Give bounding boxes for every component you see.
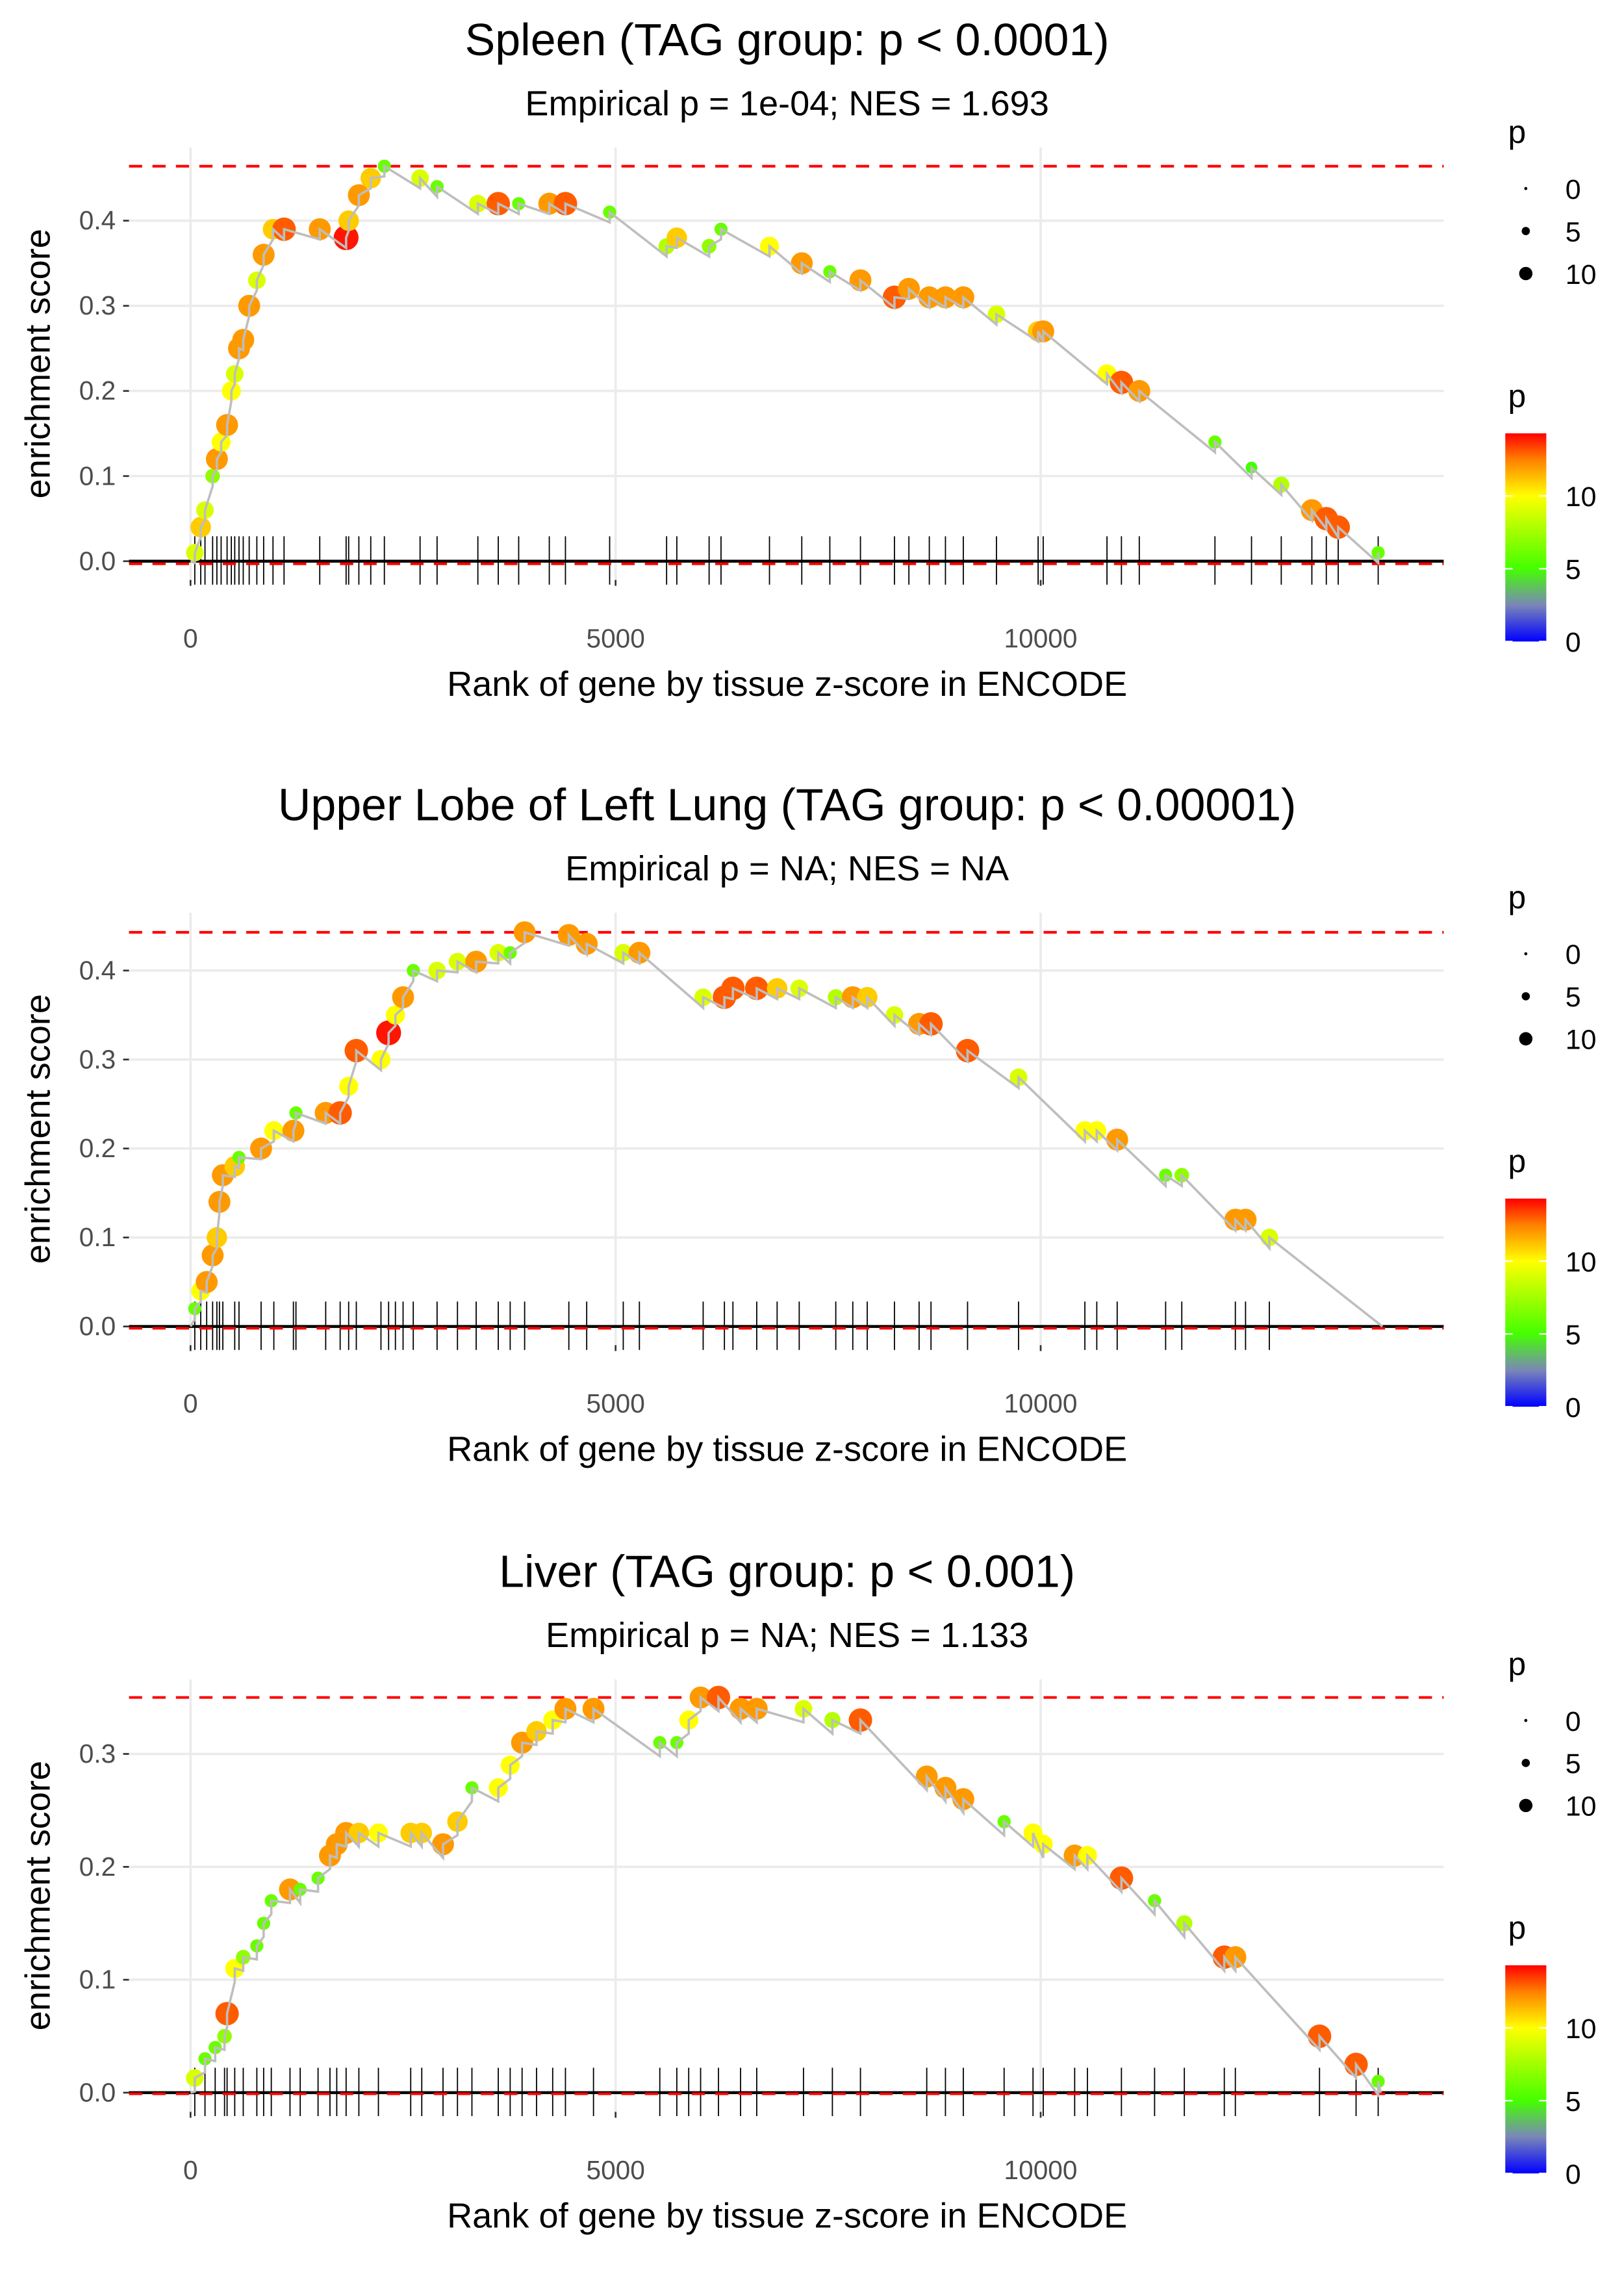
size-legend-label: 5 xyxy=(1566,982,1581,1013)
y-tick-label: 0.3 xyxy=(79,1044,116,1074)
colorbar-label: 5 xyxy=(1566,554,1581,585)
size-legend-label: 5 xyxy=(1566,1748,1581,1780)
size-legend-dot xyxy=(1519,266,1533,281)
size-legend-label: 0 xyxy=(1566,1706,1581,1737)
x-axis-label: Rank of gene by tissue z-score in ENCODE xyxy=(447,665,1127,704)
colorbar xyxy=(1505,433,1547,642)
size-legend-label: 0 xyxy=(1566,939,1581,971)
size-legend-label: 0 xyxy=(1566,174,1581,205)
x-tick-label: 0 xyxy=(183,2155,198,2185)
panel-1: Upper Lobe of Left Lung (TAG group: p < … xyxy=(19,780,1597,1469)
y-tick-label: 0.0 xyxy=(79,546,116,576)
colorbar xyxy=(1505,1198,1547,1407)
colorbar-label: 5 xyxy=(1566,1320,1581,1351)
size-legend-dot xyxy=(1524,186,1528,190)
y-tick-label: 0.1 xyxy=(79,1965,116,1995)
x-tick-label: 0 xyxy=(183,623,198,653)
chart-title: Spleen (TAG group: p < 0.0001) xyxy=(465,14,1110,65)
x-tick-label: 10000 xyxy=(1004,2155,1078,2185)
y-tick-label: 0.4 xyxy=(79,955,116,985)
colorbar-label: 0 xyxy=(1566,1392,1581,1424)
chart-subtitle: Empirical p = NA; NES = 1.133 xyxy=(546,1616,1028,1655)
size-legend-label: 10 xyxy=(1566,1791,1597,1822)
size-legend-dot xyxy=(1521,227,1530,235)
y-tick-label: 0.2 xyxy=(79,1852,116,1882)
es-curve xyxy=(189,930,1384,1328)
x-tick-label: 5000 xyxy=(586,2155,644,2185)
size-legend-label: 5 xyxy=(1566,216,1581,248)
y-tick-label: 0.3 xyxy=(79,1739,116,1769)
y-axis-label: enrichment score xyxy=(19,229,58,498)
y-axis-label: enrichment score xyxy=(19,994,58,1264)
colorbar-label: 0 xyxy=(1566,627,1581,658)
x-tick-label: 10000 xyxy=(1004,1388,1078,1418)
size-legend-dot xyxy=(1521,1759,1530,1767)
colorbar-label: 10 xyxy=(1566,1247,1597,1278)
x-tick-label: 0 xyxy=(183,1388,198,1418)
size-legend-dot xyxy=(1524,952,1528,956)
size-legend-title: p xyxy=(1508,1646,1526,1682)
size-legend-dot xyxy=(1524,1718,1528,1722)
size-legend-label: 10 xyxy=(1566,1025,1597,1056)
y-tick-label: 0.2 xyxy=(79,1133,116,1163)
es-curve xyxy=(190,1694,1382,2099)
color-legend-title: p xyxy=(1508,1910,1526,1946)
colorbar-label: 0 xyxy=(1566,2159,1581,2190)
panel-0: Spleen (TAG group: p < 0.0001) Empirical … xyxy=(19,14,1597,704)
size-legend-title: p xyxy=(1508,114,1526,150)
y-tick-label: 0.4 xyxy=(79,205,116,235)
color-legend-title: p xyxy=(1508,377,1526,414)
es-curve xyxy=(190,164,1380,566)
y-tick-label: 0.3 xyxy=(79,290,116,320)
colorbar-label: 10 xyxy=(1566,2013,1597,2045)
size-legend-dot xyxy=(1521,992,1530,1001)
y-tick-label: 0.0 xyxy=(79,2077,116,2107)
size-legend-dot xyxy=(1519,1032,1533,1046)
x-tick-label: 5000 xyxy=(586,1388,644,1418)
chart-subtitle: Empirical p = NA; NES = NA xyxy=(565,849,1009,888)
x-axis-label: Rank of gene by tissue z-score in ENCODE xyxy=(447,1430,1127,1469)
x-axis-label: Rank of gene by tissue z-score in ENCODE xyxy=(447,2197,1127,2236)
x-tick-label: 10000 xyxy=(1004,623,1078,653)
chart-title: Liver (TAG group: p < 0.001) xyxy=(499,1546,1075,1597)
y-tick-label: 0.2 xyxy=(79,376,116,405)
colorbar xyxy=(1505,1965,1547,2174)
size-legend-label: 10 xyxy=(1566,259,1597,290)
chart-subtitle: Empirical p = 1e-04; NES = 1.693 xyxy=(525,84,1049,123)
size-legend-title: p xyxy=(1508,879,1526,915)
y-tick-label: 0.0 xyxy=(79,1311,116,1341)
colorbar-label: 5 xyxy=(1566,2086,1581,2117)
size-legend-dot xyxy=(1519,1798,1533,1813)
color-legend-title: p xyxy=(1508,1143,1526,1179)
chart-title: Upper Lobe of Left Lung (TAG group: p < … xyxy=(278,780,1297,830)
y-tick-label: 0.1 xyxy=(79,1222,116,1252)
x-tick-label: 5000 xyxy=(586,623,644,653)
colorbar-label: 10 xyxy=(1566,481,1597,513)
panel-2: Liver (TAG group: p < 0.001) Empirical p … xyxy=(19,1546,1597,2236)
y-axis-label: enrichment score xyxy=(19,1761,58,2030)
y-tick-label: 0.1 xyxy=(79,461,116,491)
